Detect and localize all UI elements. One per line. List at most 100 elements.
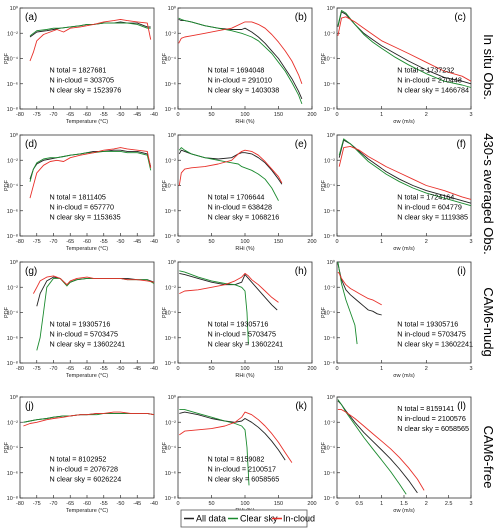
legend-box [180,509,308,528]
xtick-label: 200 [307,501,316,507]
xtick-label: 3 [469,112,472,118]
ytick-label: 10⁻⁶ [324,81,335,88]
xtick-label: -75 [33,366,41,372]
legend-label-clear-sky: Clear sky [240,514,278,524]
x-axis-label: σw (m/s) [393,508,415,514]
panel-annotation: N in-cloud = 303705 [49,76,114,85]
ytick-label: 10⁰ [168,132,177,139]
ytick-label: 10⁻⁶ [7,335,18,342]
ytick-label: 10⁻⁸ [324,106,335,113]
ytick-label: 10⁻⁴ [324,183,336,190]
xtick-label: -45 [133,112,141,118]
xtick-label: 0 [335,501,338,507]
panel-annotation: N clear sky = 1153635 [49,213,120,222]
ytick-label: 10⁻⁴ [165,183,177,190]
xtick-label: -55 [100,239,108,245]
ytick-label: 10⁻⁶ [324,470,335,477]
ytick-label: 10⁻⁶ [7,81,18,88]
ytick-label: 10⁻⁸ [7,495,18,502]
xtick-label: 0 [335,239,338,245]
xtick-label: 50 [208,501,214,507]
ytick-label: 10⁻⁸ [7,233,18,240]
xtick-label: 50 [208,366,214,372]
ytick-label: 10⁻⁶ [165,81,176,88]
panel-b: 10⁻⁸ 10⁻⁶ 10⁻⁴ 10⁻² 10⁰ 0 50 100 150 200 PDF RHi (%… [162,5,317,125]
xtick-label: 2 [425,366,428,372]
xtick-label: 1.5 [400,501,408,507]
panel-annotation: N clear sky = 1068216 [207,213,279,222]
ytick-label: 10⁻⁴ [324,445,336,452]
xtick-label: -45 [133,501,141,507]
xtick-label: -75 [33,501,41,507]
xtick-label: 1 [380,239,383,245]
ytick-label: 10⁻⁴ [7,183,19,190]
ytick-label: 10⁻⁶ [324,208,335,215]
x-axis-label: RHi (%) [235,119,254,125]
series-line-in-cloud [338,145,472,200]
panel-letter: (e) [295,139,307,150]
xtick-label: -60 [83,366,91,372]
panel-j: 10⁻⁸ 10⁻⁶ 10⁻⁴ 10⁻² 10⁰ -80 -75 -70 -65 -60 -55 -50… [4,394,158,514]
series-line-clear-sky [337,399,407,495]
ytick-label: 10⁻² [165,285,176,291]
panel-annotation: N clear sky = 1523976 [49,86,121,95]
ytick-label: 10⁰ [327,132,336,139]
row-label-cam6-nudg: CAM6-nudg [481,287,496,356]
panel-annotation: N in-cloud = 5703475 [397,330,466,339]
x-axis-label: RHi (%) [235,373,254,379]
series-line-clear-sky [178,147,279,201]
ytick-label: 10⁰ [327,394,336,401]
xtick-label: 2 [425,239,428,245]
xtick-label: -70 [50,239,58,245]
ytick-label: 10⁻⁶ [7,208,18,215]
xtick-label: -50 [117,366,125,372]
panel-annotation: N in-cloud = 638428 [207,203,272,212]
series-line-in-cloud [179,411,293,463]
xtick-label: 0 [335,366,338,372]
panel-i: 10⁻⁸ 10⁻⁶ 10⁻⁴ 10⁻² 10⁰ 0 1 2 3 PDF σw (m/s) (i) N t… [321,259,473,379]
ytick-label: 10⁻² [324,420,335,426]
ytick-label: 10⁻² [324,158,335,164]
xtick-label: -65 [66,239,74,245]
ytick-label: 10⁻⁴ [165,445,177,452]
series-line-in-cloud [33,275,155,294]
xtick-label: 150 [274,112,283,118]
xtick-label: -60 [83,239,91,245]
series-line-clear-sky [338,138,472,207]
xtick-label: 100 [240,501,249,507]
panel-annotation: N clear sky = 1403038 [207,86,279,95]
y-axis-label: PDF [321,441,327,453]
panel-annotation: N clear sky = 13602241 [49,340,125,349]
panel-annotation: N in-cloud = 657770 [49,203,114,212]
ytick-label: 10⁻⁸ [7,106,18,113]
ytick-label: 10⁻² [7,158,18,164]
ytick-label: 10⁰ [168,259,177,266]
panel-annotation: N total = 8159082 [207,455,264,464]
xtick-label: -60 [83,501,91,507]
series-line-clear-sky [29,22,151,37]
panel-d: 10⁻⁸ 10⁻⁶ 10⁻⁴ 10⁻² 10⁰ -80 -75 -70 -65 -60 -55 -50… [4,132,158,252]
xtick-label: 150 [274,239,283,245]
panel-annotation: N total = 1724164 [397,193,454,202]
xtick-label: 0 [176,501,179,507]
xtick-label: -40 [150,501,158,507]
xtick-label: -80 [16,501,24,507]
ytick-label: 10⁻⁴ [324,56,336,63]
legend: All data Clear sky In-cloud [180,509,315,528]
x-axis-label: Temperature (°C) [66,246,108,252]
panel-annotation: N total = 8159141 [397,404,454,413]
ytick-label: 10⁻² [324,31,335,37]
y-axis-label: PDF [321,306,327,318]
panel-a: 10⁻⁸ 10⁻⁶ 10⁻⁴ 10⁻² 10⁰ -80 -75 -70 -65 -60 -55 -50… [4,5,158,125]
panel-c: 10⁻⁸ 10⁻⁶ 10⁻⁴ 10⁻² 10⁰ 0 1 2 3 PDF σw (m/s) (c) N t… [321,5,473,125]
series-line-clear-sky [179,270,249,345]
xtick-label: -40 [150,239,158,245]
panel-annotation: N total = 1827681 [49,66,106,75]
panel-annotation: N clear sky = 1466784 [397,86,469,95]
series-line-in-cloud [337,271,382,306]
series-line-all-data [178,149,283,185]
row-labels: In situ Obs. 430-s averaged Obs. CAM6-nu… [481,34,496,488]
panel-annotation: N total = 1737232 [397,66,454,75]
panel-letter: (j) [25,401,34,412]
